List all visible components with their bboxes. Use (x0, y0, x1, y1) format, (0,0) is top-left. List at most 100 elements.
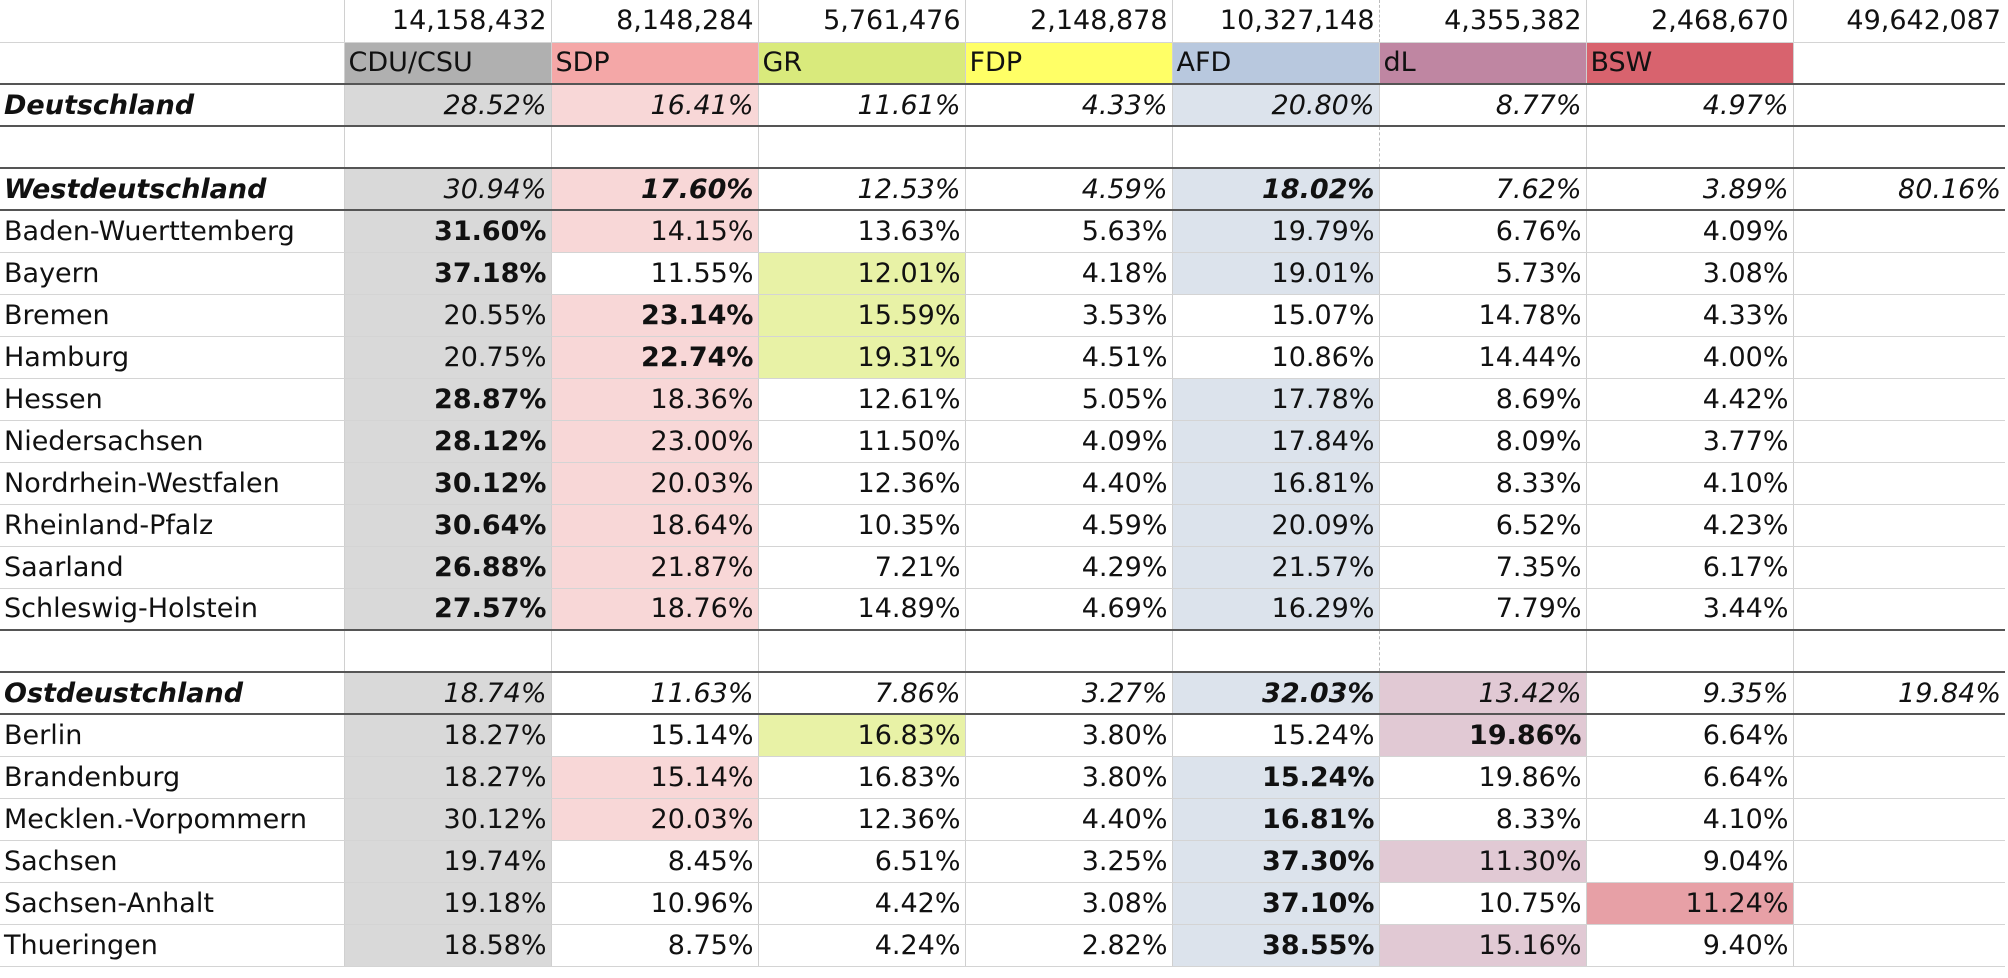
cell-sdp[interactable]: 17.60% (551, 168, 759, 211)
row-label[interactable]: Baden-Wuerttemberg (0, 210, 345, 253)
cell-afd[interactable]: 38.55% (1172, 924, 1380, 967)
cell-afd[interactable]: 20.80% (1172, 84, 1380, 127)
cell-gr[interactable]: 16.83% (758, 714, 966, 757)
region-share[interactable]: 80.16% (1793, 168, 2005, 211)
total-all[interactable]: 49,642,087 (1793, 0, 2005, 43)
row-label[interactable]: Thueringen (0, 924, 345, 967)
cell-sdp[interactable]: 18.64% (551, 504, 759, 547)
row-label[interactable]: Rheinland-Pfalz (0, 504, 345, 547)
cell-fdp[interactable]: 4.18% (965, 252, 1173, 295)
cell-bsw[interactable]: 9.35% (1586, 672, 1794, 715)
cell-dl[interactable]: 7.62% (1379, 168, 1587, 211)
cell-sdp[interactable]: 22.74% (551, 336, 759, 379)
cell-cdu[interactable]: 31.60% (344, 210, 552, 253)
cell-cdu[interactable]: 28.12% (344, 420, 552, 463)
cell-bsw[interactable]: 6.17% (1586, 546, 1794, 589)
cell-cdu[interactable]: 26.88% (344, 546, 552, 589)
cell-cdu[interactable]: 19.74% (344, 840, 552, 883)
cell-bsw[interactable]: 6.64% (1586, 756, 1794, 799)
cell-cdu[interactable]: 28.87% (344, 378, 552, 421)
party-header-sdp[interactable]: SDP (551, 42, 759, 85)
cell-dl[interactable]: 8.09% (1379, 420, 1587, 463)
cell-fdp[interactable]: 2.82% (965, 924, 1173, 967)
cell-fdp[interactable]: 3.27% (965, 672, 1173, 715)
cell[interactable] (1793, 462, 2005, 505)
cell-gr[interactable]: 7.86% (758, 672, 966, 715)
cell-afd[interactable]: 18.02% (1172, 168, 1380, 211)
cell-cdu[interactable]: 19.18% (344, 882, 552, 925)
cell-afd[interactable]: 15.24% (1172, 714, 1380, 757)
cell-afd[interactable]: 37.10% (1172, 882, 1380, 925)
cell[interactable] (1793, 294, 2005, 337)
cell-gr[interactable]: 16.83% (758, 756, 966, 799)
cell-cdu[interactable]: 30.12% (344, 798, 552, 841)
cell[interactable] (1793, 756, 2005, 799)
cell-sdp[interactable]: 10.96% (551, 882, 759, 925)
cell[interactable] (1793, 588, 2005, 631)
total-gr[interactable]: 5,761,476 (758, 0, 966, 43)
cell-cdu[interactable]: 18.27% (344, 714, 552, 757)
cell-dl[interactable]: 5.73% (1379, 252, 1587, 295)
cell[interactable] (1793, 84, 2005, 127)
cell-gr[interactable]: 19.31% (758, 336, 966, 379)
cell[interactable] (1793, 210, 2005, 253)
cell-bsw[interactable]: 3.08% (1586, 252, 1794, 295)
cell-cdu[interactable]: 18.58% (344, 924, 552, 967)
cell[interactable] (1793, 420, 2005, 463)
party-header-cdu[interactable]: CDU/CSU (344, 42, 552, 85)
cell[interactable] (1172, 126, 1380, 169)
row-label[interactable]: Bremen (0, 294, 345, 337)
total-cdu[interactable]: 14,158,432 (344, 0, 552, 43)
cell-sdp[interactable]: 18.36% (551, 378, 759, 421)
row-label[interactable]: Mecklen.-Vorpommern (0, 798, 345, 841)
cell[interactable] (1379, 629, 1587, 673)
cell[interactable] (0, 629, 345, 673)
row-label[interactable]: Brandenburg (0, 756, 345, 799)
cell[interactable] (1172, 629, 1380, 673)
cell[interactable] (1793, 126, 2005, 169)
cell-fdp[interactable]: 3.80% (965, 756, 1173, 799)
cell-dl[interactable]: 14.44% (1379, 336, 1587, 379)
cell-dl[interactable]: 7.79% (1379, 588, 1587, 631)
total-sdp[interactable]: 8,148,284 (551, 0, 759, 43)
total-fdp[interactable]: 2,148,878 (965, 0, 1173, 43)
cell-bsw[interactable]: 4.33% (1586, 294, 1794, 337)
cell-afd[interactable]: 20.09% (1172, 504, 1380, 547)
cell[interactable] (758, 629, 966, 673)
cell-gr[interactable]: 12.01% (758, 252, 966, 295)
cell-sdp[interactable]: 16.41% (551, 84, 759, 127)
row-label[interactable]: Hessen (0, 378, 345, 421)
cell-afd[interactable]: 10.86% (1172, 336, 1380, 379)
cell-dl[interactable]: 6.52% (1379, 504, 1587, 547)
cell-fdp[interactable]: 4.09% (965, 420, 1173, 463)
cell-sdp[interactable]: 14.15% (551, 210, 759, 253)
row-label[interactable]: Niedersachsen (0, 420, 345, 463)
cell-bsw[interactable]: 9.40% (1586, 924, 1794, 967)
cell-gr[interactable]: 4.42% (758, 882, 966, 925)
cell-bsw[interactable]: 4.97% (1586, 84, 1794, 127)
cell-dl[interactable]: 8.33% (1379, 462, 1587, 505)
row-label[interactable]: Ostdeustchland (0, 672, 345, 715)
cell[interactable] (1793, 882, 2005, 925)
cell-gr[interactable]: 6.51% (758, 840, 966, 883)
row-label[interactable]: Nordrhein-Westfalen (0, 462, 345, 505)
cell-cdu[interactable]: 20.75% (344, 336, 552, 379)
cell-afd[interactable]: 19.79% (1172, 210, 1380, 253)
cell-afd[interactable]: 17.78% (1172, 378, 1380, 421)
cell-dl[interactable]: 8.77% (1379, 84, 1587, 127)
cell[interactable] (344, 629, 552, 673)
cell-afd[interactable]: 16.81% (1172, 462, 1380, 505)
total-dl[interactable]: 4,355,382 (1379, 0, 1587, 43)
cell-gr[interactable]: 12.36% (758, 462, 966, 505)
cell-sdp[interactable]: 15.14% (551, 714, 759, 757)
cell-fdp[interactable]: 3.08% (965, 882, 1173, 925)
party-header-dl[interactable]: dL (1379, 42, 1587, 85)
row-label[interactable]: Hamburg (0, 336, 345, 379)
cell-dl[interactable]: 8.33% (1379, 798, 1587, 841)
cell[interactable] (0, 0, 345, 43)
cell-afd[interactable]: 32.03% (1172, 672, 1380, 715)
cell[interactable] (1793, 629, 2005, 673)
cell-gr[interactable]: 12.36% (758, 798, 966, 841)
cell[interactable] (1379, 126, 1587, 169)
cell[interactable] (1793, 336, 2005, 379)
